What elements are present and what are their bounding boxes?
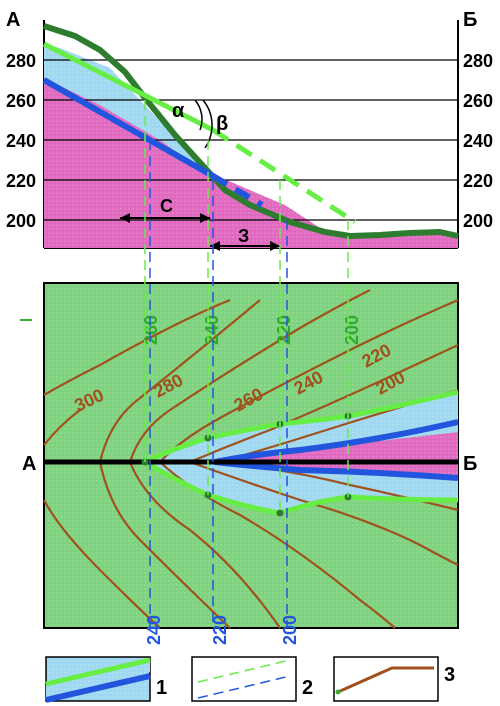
- top-contact-line: [42, 41, 215, 133]
- legend-number-3: 3: [444, 664, 455, 686]
- map-bottom-label-240: 240: [144, 615, 164, 645]
- projection-lines: [144, 100, 349, 628]
- profile-right-ticks: 280 260 240 220 200: [463, 51, 493, 231]
- dim-c-label: С: [160, 196, 173, 216]
- relief-surface-line: [43, 23, 459, 239]
- tick-right-280: 280: [463, 51, 493, 71]
- map-bottom-labels: 240 220 200: [144, 615, 300, 645]
- bottom-contact-dashed: [211, 173, 264, 208]
- top-contact-dashed: [211, 127, 357, 225]
- map-top-label-260: 260: [141, 315, 161, 345]
- tick-left-280: 280: [6, 51, 36, 71]
- map-bottom-label-220: 220: [210, 615, 230, 645]
- legend: 1 2 3: [45, 656, 455, 703]
- legend-box-3: [333, 656, 439, 702]
- map-section: 300 280 260 240 220 200 А Б: [22, 282, 477, 645]
- profile-left-ticks: 280 260 240 220 200: [6, 51, 36, 231]
- angle-beta-label: β: [216, 113, 228, 135]
- tick-right-240: 240: [463, 131, 493, 151]
- angle-alpha-label: α: [172, 100, 185, 122]
- map-bottom-label-200: 200: [280, 615, 300, 645]
- tick-left-200: 200: [6, 211, 36, 231]
- map-top-labels: 260 240 220 200: [141, 315, 362, 345]
- tick-right-220: 220: [463, 171, 493, 191]
- tick-left-220: 220: [6, 171, 36, 191]
- map-left-letter: А: [22, 453, 36, 475]
- map-bottom-contact-upper: [214, 419, 459, 465]
- profile-left-letter: А: [6, 9, 20, 31]
- legend-number-1: 1: [156, 677, 167, 699]
- bottom-contact-line: [42, 77, 215, 179]
- profile-right-letter: Б: [463, 9, 477, 31]
- profile-section: α β С З А Б 280 260 240 220 200 280 260 …: [6, 9, 493, 251]
- tick-left-260: 260: [6, 91, 36, 111]
- map-top-label-240: 240: [202, 315, 222, 345]
- tick-right-200: 200: [463, 211, 493, 231]
- map-layer-area: [145, 392, 458, 513]
- alpha-arc: [194, 99, 203, 131]
- legend-number-2: 2: [302, 677, 313, 699]
- tick-right-260: 260: [463, 91, 493, 111]
- map-top-label-220: 220: [274, 315, 294, 345]
- map-bottom-contact-lower: [214, 459, 459, 481]
- map-top-label-200: 200: [342, 315, 362, 345]
- layer-area-upper: [44, 44, 213, 178]
- tick-left-240: 240: [6, 131, 36, 151]
- dim-z-label: З: [238, 226, 249, 246]
- map-right-letter: Б: [463, 453, 477, 475]
- bedrock-area: [44, 78, 458, 248]
